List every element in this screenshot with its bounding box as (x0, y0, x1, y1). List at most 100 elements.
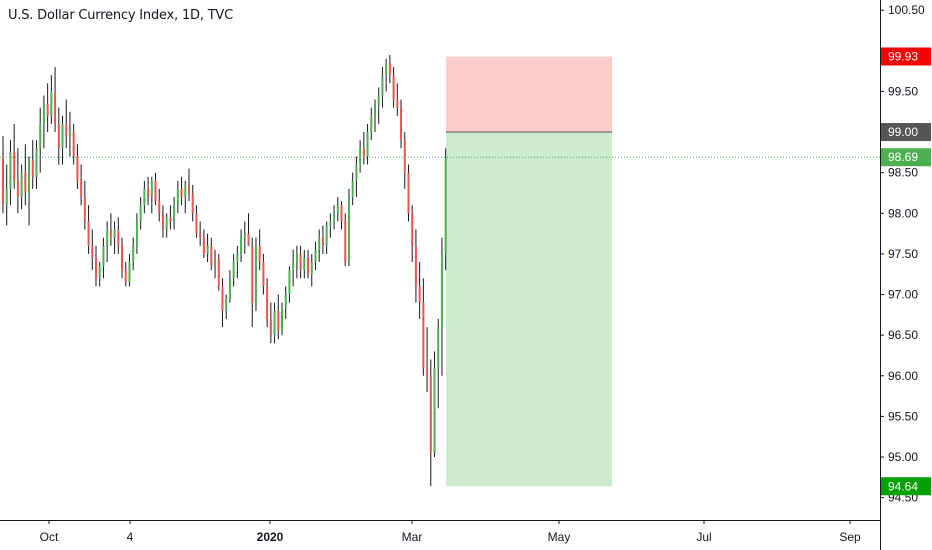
candle (165, 213, 168, 238)
candle (113, 221, 116, 254)
x-tick: Sep (839, 520, 861, 544)
candle (269, 302, 272, 344)
candle (292, 249, 295, 287)
candle (374, 99, 376, 133)
candle (35, 140, 38, 189)
candle (2, 136, 4, 214)
y-tick-label: 95.00 (888, 450, 918, 464)
y-tick-label: 97.00 (888, 288, 918, 302)
candle (444, 148, 447, 271)
candle (109, 213, 112, 246)
x-tick-label: Jul (696, 530, 711, 544)
candle (314, 241, 317, 271)
candle (333, 205, 336, 230)
candle (426, 327, 429, 393)
candle (5, 164, 8, 226)
candle (396, 83, 399, 116)
candle (80, 164, 83, 206)
candle (240, 229, 243, 263)
candle (340, 201, 343, 230)
stop-loss-zone[interactable] (446, 56, 612, 133)
candle (344, 213, 347, 267)
candle (437, 318, 440, 409)
target-price-tag: 94.64 (881, 477, 931, 496)
candle (299, 245, 302, 279)
candle (143, 180, 146, 214)
candle (202, 229, 205, 258)
stop-price-tag: 99.93 (881, 47, 931, 66)
candle (351, 172, 354, 206)
candle (336, 197, 339, 222)
y-tick-label: 96.50 (888, 328, 918, 342)
y-tick: 100.50 (880, 3, 925, 17)
candle (102, 237, 105, 279)
candle (147, 176, 150, 206)
candle (176, 180, 179, 214)
candle (433, 351, 436, 458)
candle (385, 58, 388, 92)
take-profit-zone[interactable] (446, 132, 612, 487)
candle (31, 140, 34, 189)
candle (28, 156, 31, 226)
candle (169, 205, 172, 230)
candle (76, 144, 79, 189)
candle (188, 168, 190, 202)
svg-text:98.69: 98.69 (888, 150, 918, 164)
entry-price-tag: 99.00 (881, 123, 931, 142)
candle (210, 237, 213, 271)
candle (158, 188, 161, 222)
candle (366, 123, 369, 165)
x-tick: May (548, 520, 570, 544)
candles (2, 54, 447, 487)
candle (13, 123, 16, 189)
candle (180, 176, 183, 206)
x-tick: 4 (127, 520, 134, 544)
svg-text:94.64: 94.64 (888, 479, 918, 493)
y-tick: 97.00 (880, 288, 918, 302)
candle (217, 253, 220, 291)
candle (310, 253, 313, 287)
x-tick-label: 4 (127, 530, 134, 544)
x-tick-label: Mar (402, 530, 423, 544)
x-tick: Oct (40, 520, 59, 544)
candle (225, 294, 228, 319)
candle (400, 99, 403, 149)
candle (236, 245, 239, 279)
candle (154, 172, 157, 206)
svg-text:99.00: 99.00 (888, 125, 918, 139)
candle (251, 237, 254, 328)
candle (247, 213, 250, 246)
candle (388, 54, 391, 84)
candle (184, 180, 187, 214)
candle (139, 197, 142, 230)
y-tick: 96.50 (880, 328, 918, 342)
candle (65, 99, 68, 149)
candle (411, 205, 414, 263)
x-tick: 2020 (257, 520, 284, 544)
candle (266, 278, 269, 328)
candle (392, 67, 395, 108)
candle (232, 253, 235, 287)
position-tool[interactable] (446, 56, 612, 487)
candle (321, 225, 324, 254)
candle (191, 184, 194, 222)
candle (418, 262, 421, 319)
y-tick: 97.50 (880, 247, 918, 261)
candle (128, 253, 131, 287)
candle (173, 197, 176, 230)
candle (258, 229, 261, 271)
candle (303, 249, 306, 279)
candle (57, 107, 60, 165)
chart-title: U.S. Dollar Currency Index, 1D, TVC (8, 8, 234, 23)
candle (50, 75, 53, 124)
candle (407, 164, 410, 222)
price-tags: 99.93 99.00 98.69 94.64 (881, 47, 931, 496)
y-tick: 96.00 (880, 369, 918, 383)
candle (262, 253, 265, 295)
candle (39, 107, 42, 173)
y-tick: 95.00 (880, 450, 918, 464)
candle (403, 132, 406, 189)
svg-text:99.93: 99.93 (888, 49, 918, 63)
candle (243, 221, 246, 254)
